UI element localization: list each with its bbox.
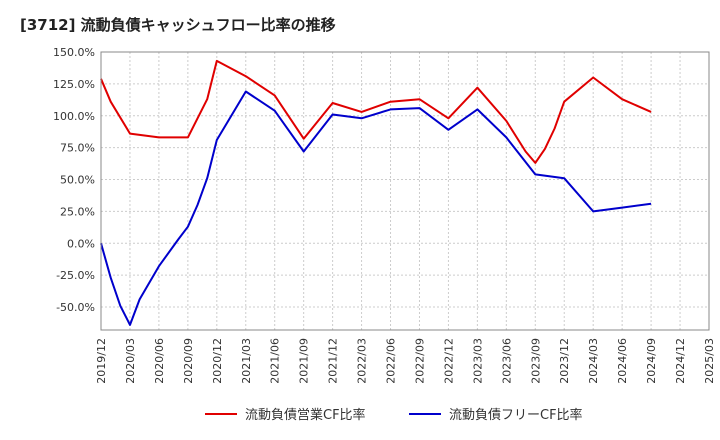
y-tick-label: 50.0% xyxy=(60,174,95,187)
y-tick-label: 150.0% xyxy=(53,46,95,59)
legend: 流動負債営業CF比率 流動負債フリーCF比率 xyxy=(205,407,583,423)
series-lines xyxy=(100,59,652,326)
x-tick-label: 2020/06 xyxy=(153,338,166,384)
x-tick-label: 2020/03 xyxy=(124,338,137,384)
x-tick-label: 2023/09 xyxy=(529,338,542,384)
series-line-2 xyxy=(100,90,652,326)
y-axis-ticks: 150.0% 125.0% 100.0% 75.0% 50.0% 25.0% 0.0% -25… xyxy=(53,46,95,314)
y-tick-label: 100.0% xyxy=(53,110,95,123)
x-tick-label: 2021/06 xyxy=(269,338,282,384)
x-tick-label: 2022/06 xyxy=(385,338,398,384)
y-tick-label: 0.0% xyxy=(67,237,95,250)
x-tick-label: 2022/03 xyxy=(356,338,369,384)
gridlines xyxy=(100,51,710,330)
y-tick-label: 75.0% xyxy=(60,142,95,155)
x-tick-label: 2022/09 xyxy=(413,338,426,384)
y-tick-label: 25.0% xyxy=(60,205,95,218)
chart-title: [3712] 流動負債キャッシュフロー比率の推移 xyxy=(20,16,336,34)
y-tick-label: 125.0% xyxy=(53,78,95,91)
x-tick-label: 2024/12 xyxy=(674,338,687,384)
x-tick-label: 2023/03 xyxy=(471,338,484,384)
x-tick-label: 2025/03 xyxy=(703,338,716,384)
x-tick-label: 2021/09 xyxy=(298,338,311,384)
x-tick-label: 2023/06 xyxy=(500,338,513,384)
x-tick-label: 2023/12 xyxy=(558,338,571,384)
x-tick-label: 2021/12 xyxy=(327,338,340,384)
x-tick-label: 2024/09 xyxy=(645,338,658,384)
legend-label-2: 流動負債フリーCF比率 xyxy=(449,407,583,423)
y-tick-label: -25.0% xyxy=(56,269,95,282)
x-tick-label: 2021/03 xyxy=(240,338,253,384)
legend-label-1: 流動負債営業CF比率 xyxy=(245,407,366,423)
x-axis-ticks: 2019/12 2020/03 2020/06 2020/09 2020/12 2021/… xyxy=(95,338,716,384)
x-tick-label: 2024/03 xyxy=(587,338,600,384)
x-tick-label: 2020/12 xyxy=(211,338,224,384)
plot-frame xyxy=(100,51,710,331)
x-tick-label: 2019/12 xyxy=(95,338,108,384)
x-tick-label: 2022/12 xyxy=(442,338,455,384)
series-line-1 xyxy=(100,59,652,164)
x-tick-label: 2020/09 xyxy=(182,338,195,384)
y-tick-label: -50.0% xyxy=(56,301,95,314)
x-tick-label: 2024/06 xyxy=(616,338,629,384)
